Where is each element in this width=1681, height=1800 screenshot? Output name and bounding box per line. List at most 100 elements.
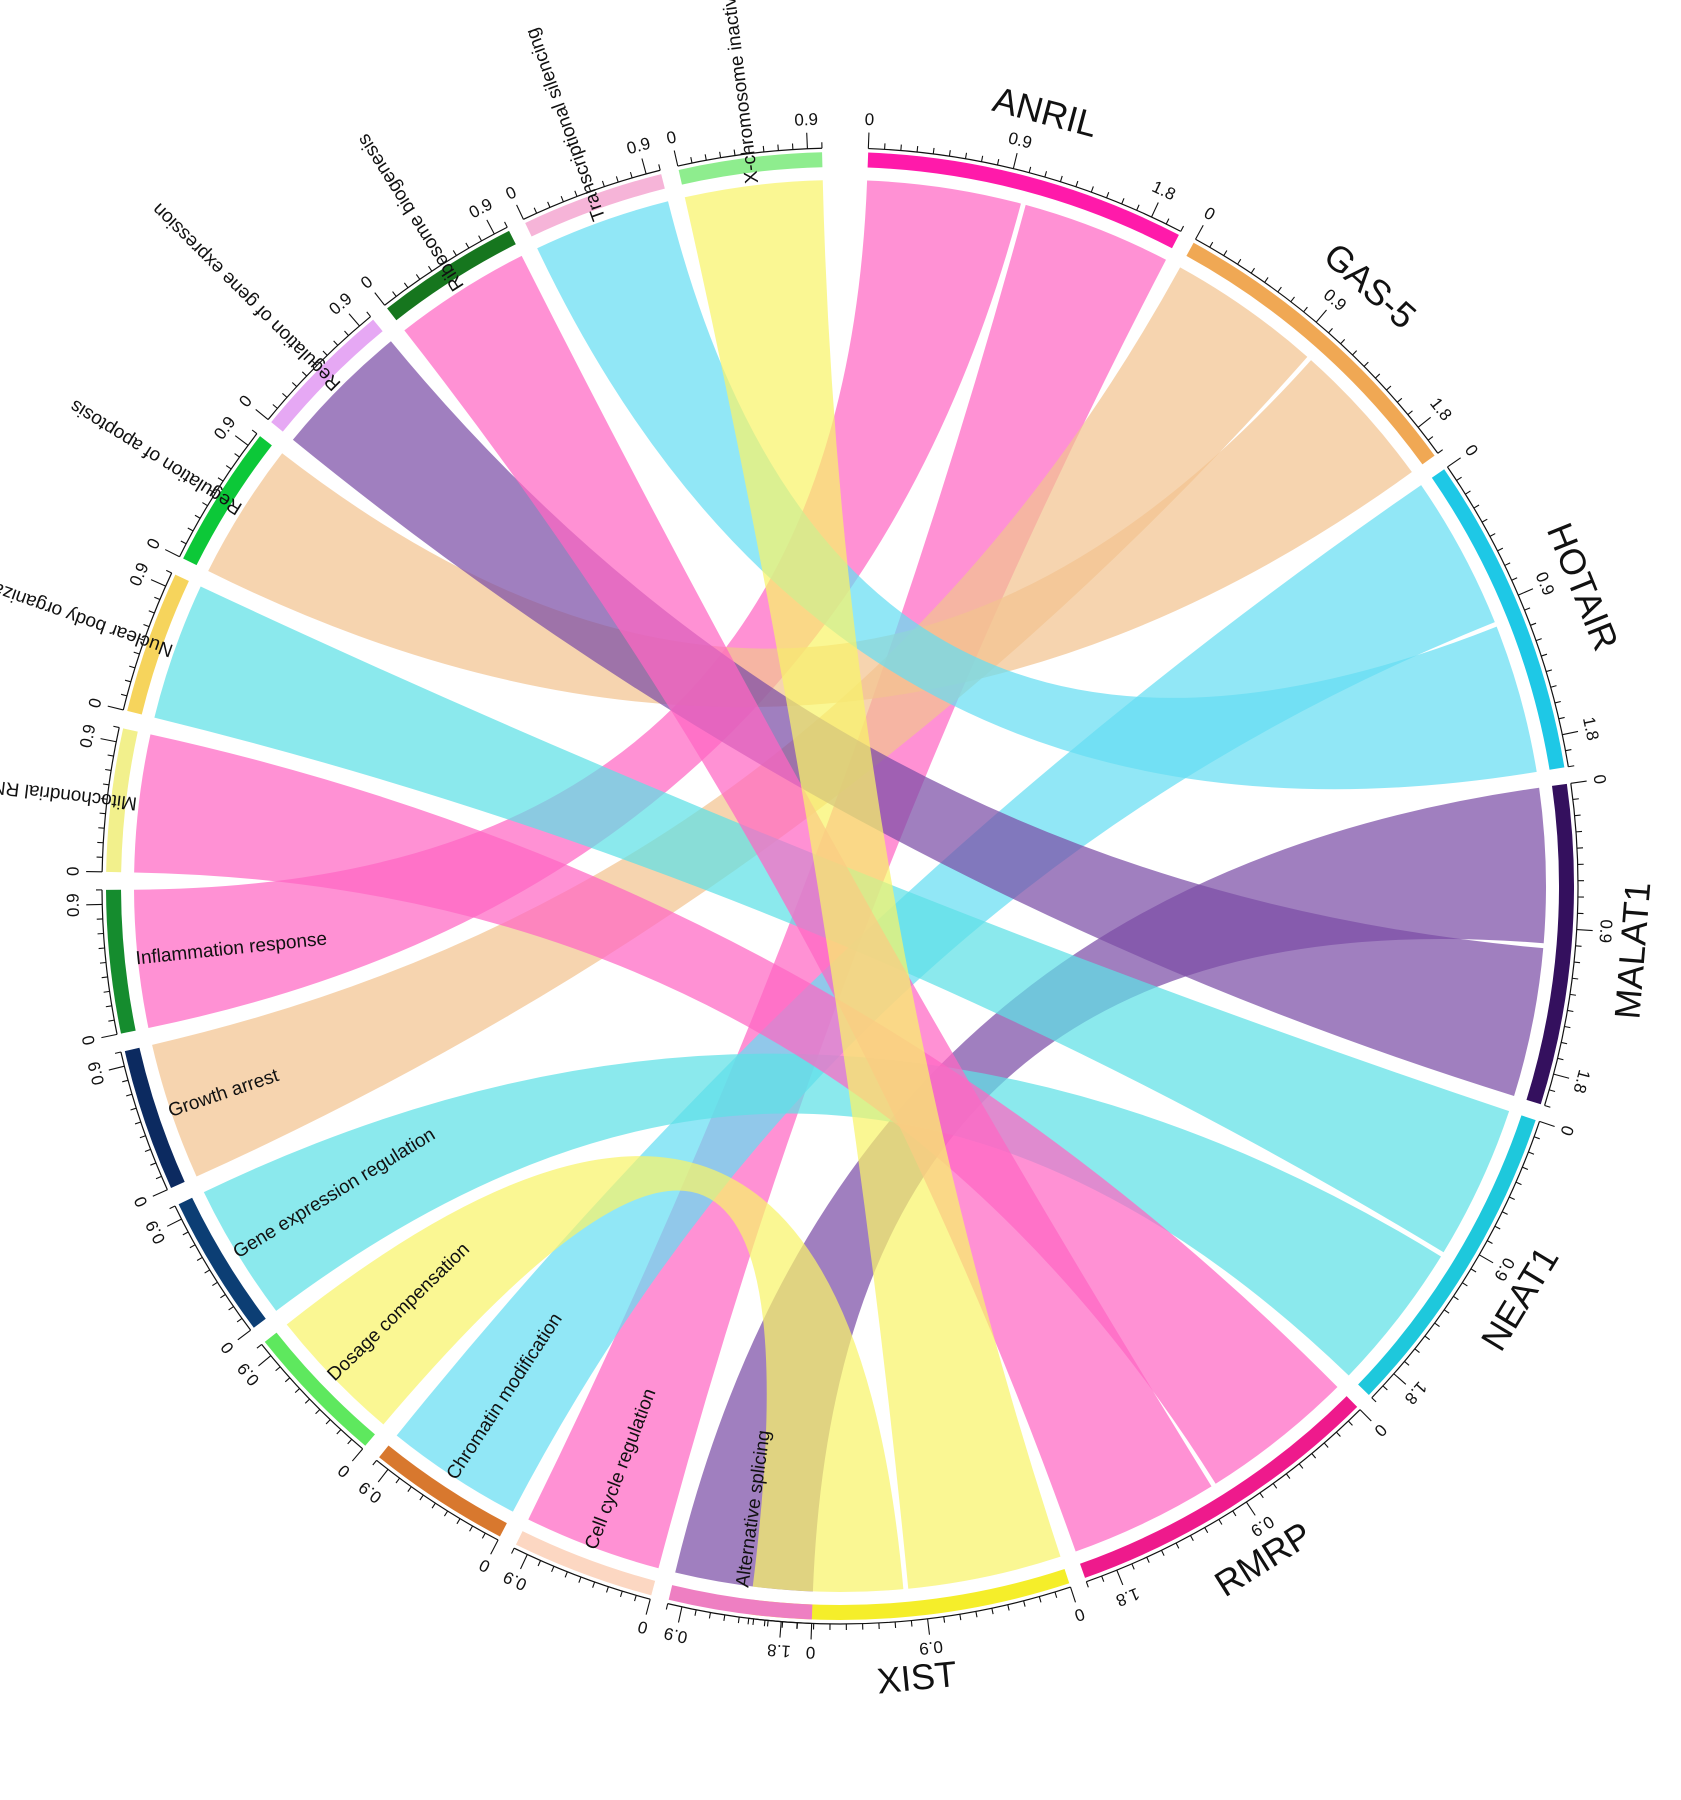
tick-marks-rmrp — [1085, 1409, 1372, 1588]
ribbon-layer — [134, 180, 1546, 1592]
tick-label-nuclear-body-organization-1: 0.9 — [126, 560, 153, 589]
term-label-regulation-of-gene-expression: Regulation of gene expression — [148, 199, 345, 395]
sector-arc-regulation-of-gene-expression — [271, 319, 383, 432]
tick-label-neat1-0: 0 — [1556, 1123, 1577, 1138]
tick-marks-regulation-of-gene-expression — [255, 311, 371, 420]
tick-axis-x-chromosome-inactivation — [677, 147, 822, 167]
sector-arc-inflammation-response — [106, 889, 136, 1034]
tick-axis-anril — [868, 147, 1182, 232]
tick-label-cell-cycle-regulation-1: 0.9 — [500, 1567, 529, 1594]
tick-label-inflammation-response-0: 0 — [78, 1034, 99, 1047]
tick-marks-xist — [747, 1586, 1077, 1638]
tick-label-malat1-0: 0 — [1589, 773, 1609, 785]
tick-axis-chromatin-modification — [376, 1459, 499, 1541]
term-label-nuclear-body-organization: Nuclear body organization — [0, 567, 176, 660]
tick-label-mitochondrial-rna-processing-1: 0.9 — [76, 723, 99, 750]
tick-marks-hotair — [1447, 457, 1579, 768]
sector-arc-ribosome-biogenesis — [387, 230, 516, 321]
tick-marks-growth-arrest — [108, 1051, 168, 1197]
tick-marks-x-chromosome-inactivation — [673, 132, 823, 167]
sector-arc-alternative-splicing — [668, 1585, 813, 1620]
tick-label-gene-expression-regulation-1: 0.9 — [142, 1217, 170, 1247]
sector-arc-nuclear-body-organization — [127, 574, 189, 715]
tick-label-gene-expression-regulation-0: 0 — [217, 1338, 238, 1357]
gene-label-malat1: MALAT1 — [1606, 880, 1658, 1020]
tick-label-anril-1: 0.9 — [1006, 128, 1033, 152]
tick-label-transcriptional-silencing-0: 0 — [503, 183, 520, 204]
tick-marks-neat1 — [1371, 1120, 1555, 1403]
sector-arc-x-chromosome-inactivation — [678, 152, 823, 185]
tick-axis-neat1 — [1371, 1121, 1541, 1399]
tick-label-chromatin-modification-0: 0 — [476, 1555, 493, 1576]
tick-label-ribosome-biogenesis-0: 0 — [357, 272, 376, 293]
tick-axis-nuclear-body-organization — [122, 572, 173, 711]
ribbon-rmrp-mitochondrial-rna-processing — [134, 734, 1338, 1484]
ribbon-anril-inflammation-response — [134, 180, 1021, 1028]
tick-label-xist-0: 0 — [1072, 1604, 1087, 1625]
tick-label-nuclear-body-organization-0: 0 — [85, 696, 106, 710]
term-label-transcriptional-silencing: Transcriptional silencing — [522, 25, 610, 223]
tick-marks-regulation-of-apoptosis — [164, 429, 258, 558]
tick-axis-cell-cycle-regulation — [513, 1547, 651, 1600]
tick-label-hotair-2: 1.8 — [1579, 715, 1602, 742]
tick-axis-gene-expression-regulation — [174, 1205, 252, 1331]
tick-label-growth-arrest-1: 0.9 — [84, 1059, 108, 1087]
tick-axis-hotair — [1446, 466, 1569, 767]
sector-arc-malat1 — [1526, 783, 1574, 1105]
tick-axis-regulation-of-gene-expression — [267, 316, 371, 420]
gene-label-anril: ANRIL — [989, 78, 1102, 145]
tick-axis-gas-5 — [1195, 238, 1439, 454]
sector-arc-gas-5 — [1186, 242, 1435, 465]
ribbon-malat1-regulation-of-gene-expression — [292, 341, 1544, 1096]
gene-label-neat1: NEAT1 — [1473, 1239, 1567, 1357]
tick-marks-alternative-splicing — [665, 1603, 813, 1640]
tick-marks-anril — [867, 132, 1185, 232]
tick-marks-chromatin-modification — [372, 1459, 499, 1555]
ribbon-hotair-transcriptional-silencing — [537, 201, 1537, 790]
tick-axis-mitochondrial-rna-processing — [101, 727, 120, 872]
sector-arc-regulation-of-apoptosis — [183, 436, 272, 566]
ribbon-gas-5-regulation-of-apoptosis — [208, 360, 1412, 708]
tick-label-gas-5-0: 0 — [1201, 203, 1218, 224]
tick-label-x-chromosome-inactivation-0: 0 — [665, 127, 678, 148]
tick-axis-transcriptional-silencing — [523, 169, 661, 220]
tick-label-dosage-compensation-1: 0.9 — [234, 1359, 264, 1389]
sector-arc-rmrp — [1080, 1396, 1358, 1578]
tick-label-malat1-1: 0.9 — [1595, 919, 1615, 944]
tick-axis-dosage-compensation — [261, 1344, 364, 1450]
sector-arc-layer — [106, 152, 1574, 1620]
tick-label-rmrp-0: 0 — [1370, 1420, 1390, 1440]
tick-marks-malat1 — [1544, 780, 1593, 1108]
sector-arc-gene-expression-regulation — [178, 1197, 266, 1328]
sector-arc-transcriptional-silencing — [525, 174, 665, 237]
tick-label-chromatin-modification-1: 0.9 — [355, 1478, 385, 1507]
tick-label-xist-1: 0.9 — [918, 1637, 944, 1659]
tick-label-regulation-of-gene-expression-1: 0.9 — [325, 289, 355, 319]
tick-marks-dosage-compensation — [256, 1343, 364, 1462]
tick-marks-nuclear-body-organization — [107, 569, 172, 711]
tick-axis-regulation-of-apoptosis — [179, 433, 258, 557]
sector-arc-xist — [749, 1569, 1070, 1620]
ribbon-xist-dosage-compensation — [286, 1156, 904, 1592]
tick-marks-gas-5 — [1195, 224, 1443, 454]
sector-arc-anril — [867, 152, 1179, 249]
sector-arc-dosage-compensation — [264, 1332, 375, 1446]
tick-label-inflammation-response-1: 0.9 — [63, 893, 83, 917]
tick-label-anril-2: 1.8 — [1149, 177, 1178, 204]
tick-axis-alternative-splicing — [667, 1603, 812, 1625]
tick-label-anril-0: 0 — [864, 110, 874, 129]
tick-label-malat1-2: 1.8 — [1569, 1068, 1593, 1096]
ribbon-rmrp-ribosome-biogenesis — [404, 255, 1212, 1552]
ribbon-neat1-gene-expression-regulation — [203, 1053, 1441, 1376]
tick-axis-rmrp — [1086, 1409, 1361, 1583]
tick-marks-transcriptional-silencing — [516, 158, 661, 220]
term-label-ribosome-biogenesis: Ribosome biogenesis — [353, 130, 468, 295]
tick-label-hotair-0: 0 — [1461, 441, 1482, 460]
tick-label-regulation-of-apoptosis-1: 0.9 — [210, 413, 239, 443]
tick-marks-gene-expression-regulation — [166, 1205, 251, 1341]
tick-marks-inflammation-response — [86, 889, 118, 1039]
tick-label-alternative-splicing-0: 0 — [805, 1643, 815, 1662]
tick-marks-mitochondrial-rna-processing — [86, 725, 120, 873]
